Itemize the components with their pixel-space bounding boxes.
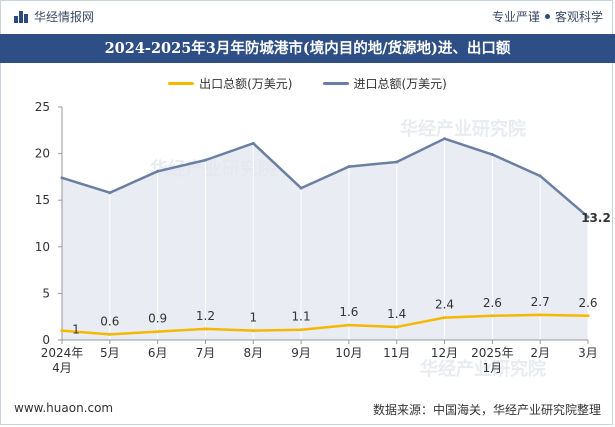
import-point [60, 176, 64, 180]
export-data-label: 1.6 [339, 305, 358, 319]
export-data-label: 0.6 [100, 314, 119, 328]
export-point [490, 314, 494, 318]
slogan-right: 客观科学 [554, 10, 603, 24]
import-line [61, 137, 589, 218]
dot-icon [544, 14, 550, 19]
y-tick-label: 25 [35, 100, 50, 114]
x-tick-label: 7月 [196, 346, 216, 360]
x-tick-label: 3月 [578, 346, 598, 360]
brand-name: 华经情报网 [34, 10, 95, 24]
top-bar: 华经情报网 专业严谨 客观科学 [0, 0, 615, 34]
legend: 出口总额(万美元) 进口总额(万美元) [0, 74, 615, 92]
watermark-text: 华经产业研究院 [420, 358, 546, 380]
import-point [443, 137, 447, 141]
import-point [156, 169, 160, 173]
export-point [395, 325, 399, 329]
export-data-label: 0.9 [148, 312, 167, 326]
x-tick-label: 11月 [383, 346, 410, 360]
legend-swatch-import [322, 81, 349, 85]
bar-chart-icon [14, 10, 28, 23]
x-tick-label: 8月 [243, 346, 263, 360]
export-point [538, 313, 542, 317]
y-tick-label: 15 [35, 193, 50, 207]
export-data-label: 2.4 [435, 298, 454, 312]
export-point [156, 330, 160, 334]
export-data-label: 1 [249, 311, 257, 325]
chart-title: 2024-2025年3月年防城港市(境内目的地/货源地)进、出口额 [0, 34, 615, 63]
legend-item-export[interactable]: 出口总额(万美元) [168, 74, 293, 92]
export-point [251, 329, 255, 333]
export-point [60, 329, 64, 333]
brand: 华经情报网 [14, 8, 94, 25]
legend-label-export: 出口总额(万美元) [199, 76, 293, 91]
import-point [395, 160, 399, 164]
data-source: 数据来源：中国海关，华经产业研究院整理 [372, 403, 601, 417]
legend-label-import: 进口总额(万美元) [353, 76, 447, 91]
import-point [347, 165, 351, 169]
x-tick-label: 9月 [291, 346, 311, 360]
import-point [490, 153, 494, 157]
x-tick-label: 6月 [148, 346, 168, 360]
import-data-label: 13.2 [581, 211, 611, 225]
export-point [108, 332, 112, 336]
watermark-text: 华经产业研究院 [400, 118, 526, 140]
export-point [299, 328, 303, 332]
import-point [299, 186, 303, 190]
export-data-label: 1.4 [387, 307, 406, 321]
y-tick-label: 0 [42, 333, 50, 347]
export-data-label: 1.1 [292, 310, 311, 324]
export-data-label: 2.6 [483, 296, 502, 310]
export-data-label: 2.7 [531, 295, 550, 309]
x-tick-label: 5月 [100, 346, 120, 360]
x-tick-label: 12月 [431, 346, 458, 360]
export-point [203, 327, 207, 331]
import-point [203, 158, 207, 162]
export-point [586, 314, 590, 318]
line-chart: 华经产业研究院华经产业研究院华经产业研究院05101520252024年4月5月… [35, 100, 611, 380]
y-tick-label: 10 [35, 240, 50, 254]
import-point [108, 191, 112, 195]
slogan: 专业严谨 客观科学 [492, 8, 603, 25]
import-area [62, 138, 588, 340]
export-data-label: 2.6 [578, 296, 597, 310]
legend-item-import[interactable]: 进口总额(万美元) [322, 74, 447, 92]
export-point [347, 323, 351, 327]
footer: www.huaon.com 数据来源：中国海关，华经产业研究院整理 [0, 397, 615, 421]
x-tick-label: 10月 [335, 346, 362, 360]
import-point [586, 215, 590, 219]
website-url[interactable]: www.huaon.com [14, 401, 114, 415]
legend-swatch-export [168, 81, 195, 85]
y-tick-label: 20 [35, 147, 50, 161]
export-point [443, 316, 447, 320]
export-data-label: 1.2 [196, 309, 215, 323]
x-tick-label: 2024年 4月 [41, 346, 84, 375]
import-point [251, 141, 255, 145]
import-point [538, 174, 542, 178]
x-tick-label: 2月 [530, 346, 550, 360]
export-line [61, 313, 589, 336]
y-tick-label: 5 [42, 286, 50, 300]
export-data-label: 1 [72, 323, 80, 337]
x-tick-label: 2025年 1月 [471, 346, 514, 375]
slogan-left: 专业严谨 [491, 10, 540, 24]
